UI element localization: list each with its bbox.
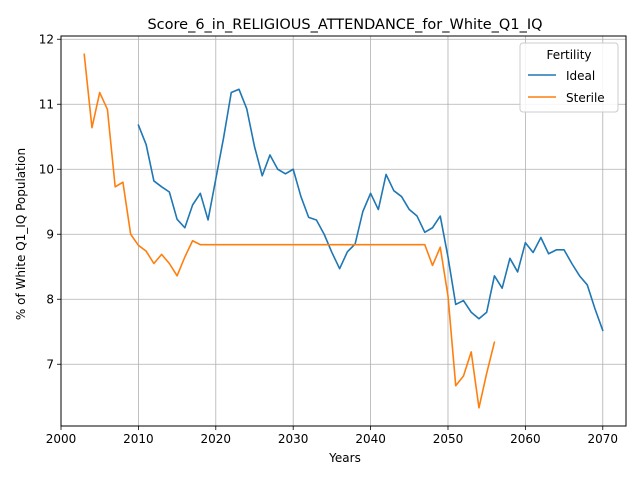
x-tick-label: 2020 xyxy=(201,432,232,446)
y-tick-label: 9 xyxy=(46,227,54,241)
legend: Fertility Ideal Sterile xyxy=(519,42,619,113)
y-axis-label: % of White Q1_IQ Population xyxy=(14,148,28,320)
y-axis-ticks: 7 8 9 10 11 12 xyxy=(39,32,61,371)
y-tick-label: 8 xyxy=(46,292,54,306)
x-tick-label: 2000 xyxy=(46,432,77,446)
legend-title: Fertility xyxy=(546,48,591,62)
legend-label-ideal: Ideal xyxy=(566,69,595,83)
x-tick-label: 2060 xyxy=(510,432,541,446)
plot-frame xyxy=(60,35,627,427)
x-tick-label: 2030 xyxy=(278,432,309,446)
x-tick-label: 2010 xyxy=(123,432,154,446)
y-tick-label: 11 xyxy=(39,97,54,111)
x-tick-label: 2040 xyxy=(355,432,386,446)
x-axis-ticks: 2000 2010 2020 2030 2040 2050 2060 2070 xyxy=(46,426,618,446)
y-tick-label: 10 xyxy=(39,162,54,176)
series-line-sterile xyxy=(83,53,496,409)
legend-label-sterile: Sterile xyxy=(566,91,605,105)
series-lines xyxy=(83,53,604,409)
legend-box xyxy=(519,42,619,113)
x-axis-label: Years xyxy=(328,451,361,465)
chart-title: Score_6_in_RELIGIOUS_ATTENDANCE_for_Whit… xyxy=(147,17,542,33)
x-tick-label: 2070 xyxy=(588,432,619,446)
y-tick-label: 7 xyxy=(46,357,54,371)
x-tick-label: 2050 xyxy=(433,432,464,446)
y-tick-label: 12 xyxy=(39,32,54,46)
series-line-ideal xyxy=(137,88,604,332)
